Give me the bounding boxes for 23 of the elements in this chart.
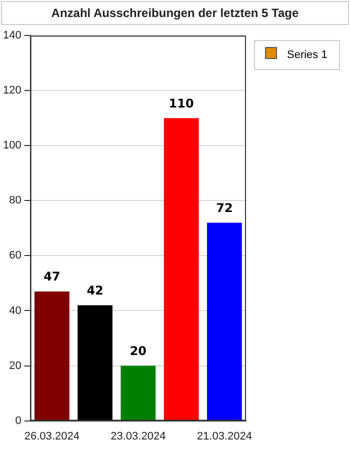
data-label: 110 [168, 96, 194, 110]
bar [34, 291, 70, 420]
data-label: 42 [86, 283, 104, 298]
data-label: 72 [216, 200, 233, 215]
data-label: 20 [130, 344, 147, 358]
y-tick-label: 120 [2, 84, 22, 97]
y-tick-label: 60 [9, 250, 22, 262]
bar [207, 222, 242, 420]
x-tick-label: 26.03.2024 [24, 430, 80, 442]
y-tick-label: 0 [15, 414, 22, 427]
bar [164, 118, 199, 420]
y-tick-label: 140 [2, 30, 22, 42]
y-tick-label: 20 [9, 360, 22, 372]
text: Series 1 [287, 49, 328, 61]
data-label: 47 [44, 270, 60, 284]
x-tick-label: 21.03.2024 [196, 430, 252, 442]
y-tick-label: 100 [2, 140, 22, 152]
chart-title: Anzahl Ausschreibungen der letzten 5 Tage [1, 1, 349, 25]
y-tick-label: 40 [9, 304, 22, 317]
bar [78, 305, 112, 420]
y-tick-label: 80 [9, 194, 22, 207]
x-tick-label: 23.03.2024 [110, 430, 166, 442]
bar [120, 366, 156, 420]
